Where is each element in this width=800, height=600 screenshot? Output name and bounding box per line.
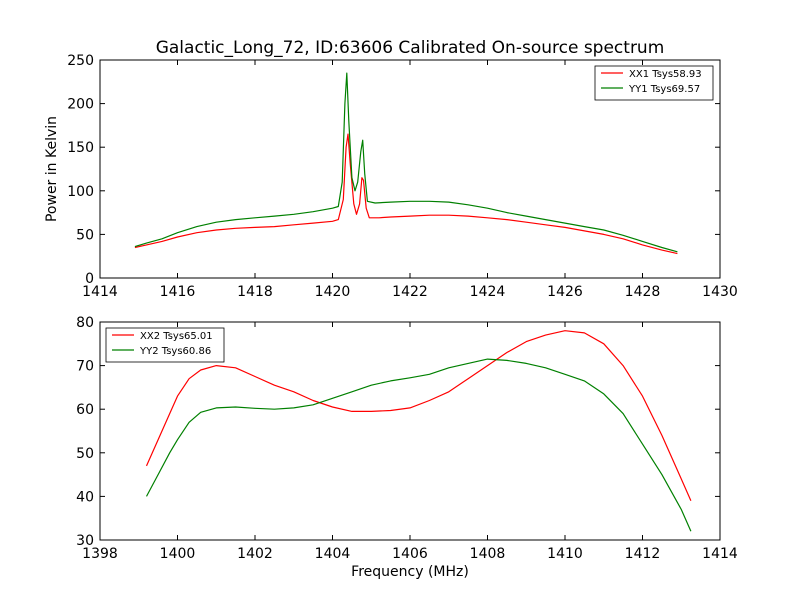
top-chart-ylabel: Power in Kelvin (44, 116, 60, 222)
bottom-series-line-1 (145, 330, 692, 502)
bottom-x-tick-label: 1402 (237, 546, 273, 562)
bottom-x-tick-label: 1412 (625, 546, 661, 562)
top-y-tick-label: 250 (67, 53, 94, 69)
top-x-tick-label: 1430 (702, 284, 738, 300)
top-series-line-1 (134, 133, 678, 255)
bottom-legend-label-1: XX2 Tsys65.01 (140, 331, 213, 342)
bottom-series-line-2 (145, 358, 692, 532)
bottom-y-tick-label: 80 (76, 315, 94, 331)
top-y-tick-label: 0 (85, 271, 94, 287)
top-y-tick-label: 100 (67, 184, 94, 200)
bottom-x-tick-label: 1408 (470, 546, 506, 562)
top-x-tick-label: 1422 (392, 284, 428, 300)
bottom-y-tick-label: 70 (76, 359, 94, 375)
bottom-y-tick-label: 40 (76, 489, 94, 505)
bottom-chart-panel: Frequency (MHz) 1398 1400 1402 1404 1406 1408… (76, 315, 738, 580)
bottom-legend-label-2: YY2 Tsys60.86 (139, 346, 211, 357)
top-x-tick-label: 1426 (547, 284, 583, 300)
top-chart-title: Galactic_Long_72, ID:63606 Calibrated On… (156, 38, 665, 58)
bottom-chart-xlabel: Frequency (MHz) (351, 564, 469, 580)
bottom-x-tick-label: 1398 (82, 546, 118, 562)
top-x-tick-label: 1428 (625, 284, 661, 300)
bottom-y-tick-label: 30 (76, 533, 94, 549)
top-legend-label-2: YY1 Tsys69.57 (628, 84, 700, 95)
top-legend-box (594, 65, 714, 101)
bottom-x-tick-label: 1410 (547, 546, 583, 562)
top-series-line-2 (134, 72, 678, 253)
top-y-tick-label: 150 (67, 140, 94, 156)
bottom-x-tick-label: 1400 (160, 546, 196, 562)
bottom-x-tick-label: 1406 (392, 546, 428, 562)
top-x-tick-label: 1420 (315, 284, 351, 300)
top-x-tick-label: 1416 (160, 284, 196, 300)
bottom-x-tick-label: 1414 (702, 546, 738, 562)
top-chart-panel: Galactic_Long_72, ID:63606 Calibrated On… (44, 38, 738, 300)
top-y-tick-label: 200 (67, 97, 94, 113)
top-x-tick-label: 1414 (82, 284, 118, 300)
top-legend-label-1: XX1 Tsys58.93 (629, 69, 702, 80)
bottom-x-tick-label: 1404 (315, 546, 351, 562)
bottom-legend-box (105, 327, 225, 363)
top-y-tick-label: 50 (76, 227, 94, 243)
bottom-y-tick-label: 60 (76, 402, 94, 418)
top-x-tick-label: 1418 (237, 284, 273, 300)
bottom-y-tick-label: 50 (76, 446, 94, 462)
top-x-tick-label: 1424 (470, 284, 506, 300)
